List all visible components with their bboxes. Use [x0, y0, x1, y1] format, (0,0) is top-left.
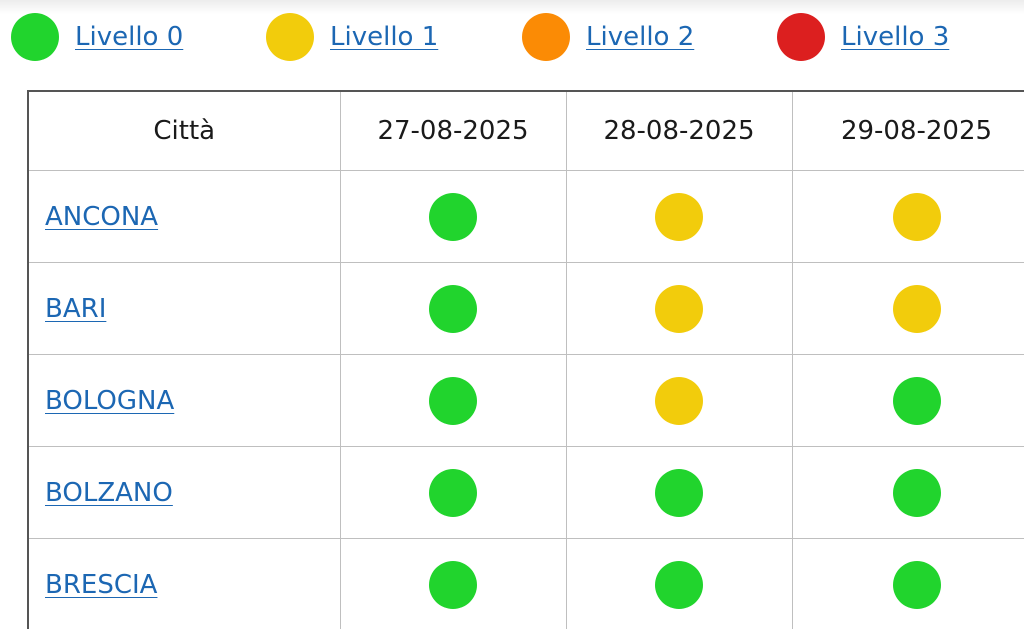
level-cell — [791, 354, 1024, 447]
level-cell — [565, 538, 793, 629]
level-dot-icon — [429, 376, 477, 425]
table-row: BOLOGNA — [27, 354, 1024, 447]
level-cell — [791, 446, 1024, 539]
table-row: BARI — [27, 262, 1024, 355]
level-cell — [565, 262, 793, 355]
level-dot-icon — [892, 192, 941, 241]
level-dot-icon — [655, 560, 703, 609]
level-cell — [791, 262, 1024, 355]
table-row: BOLZANO — [27, 446, 1024, 539]
city-link-bolzano[interactable]: BOLZANO — [45, 477, 173, 508]
legend-item-level-0[interactable]: Livello 0 — [11, 13, 183, 61]
header-city: Città — [27, 90, 341, 171]
table-row: ANCONA — [27, 170, 1024, 263]
table-row: BRESCIA — [27, 538, 1024, 629]
legend-top-shadow — [0, 0, 1024, 14]
legend-link-level-0[interactable]: Livello 0 — [75, 22, 184, 52]
level-dot-icon — [429, 560, 477, 609]
level-legend: Livello 0 Livello 1 Livello 2 Livello 3 — [0, 0, 1024, 80]
legend-item-level-1[interactable]: Livello 1 — [266, 13, 438, 61]
legend-link-level-2[interactable]: Livello 2 — [586, 22, 695, 52]
city-link-bari[interactable]: BARI — [45, 293, 107, 324]
level-cell — [339, 354, 567, 447]
city-cell: BARI — [27, 262, 341, 355]
level-dot-icon — [892, 284, 941, 333]
level-dot-icon — [655, 192, 703, 241]
header-date-3: 29-08-2025 — [791, 90, 1024, 171]
city-link-bologna[interactable]: BOLOGNA — [45, 385, 175, 416]
level-dot-icon — [429, 284, 477, 333]
level-dot-icon — [892, 560, 941, 609]
level-dot-icon — [655, 376, 703, 425]
legend-link-level-1[interactable]: Livello 1 — [330, 22, 439, 52]
level-cell — [791, 170, 1024, 263]
city-cell: BOLOGNA — [27, 354, 341, 447]
level-cell — [565, 446, 793, 539]
level-dot-icon — [429, 468, 477, 517]
city-alert-table: Città 27-08-2025 28-08-2025 29-08-2025 A… — [27, 90, 1024, 629]
level-cell — [791, 538, 1024, 629]
level-dot-icon — [892, 376, 941, 425]
legend-link-level-3[interactable]: Livello 3 — [841, 22, 950, 52]
level-dot-icon — [655, 284, 703, 333]
city-cell: BRESCIA — [27, 538, 341, 629]
level-cell — [339, 538, 567, 629]
level-dot-icon — [429, 192, 477, 241]
level-dot-icon — [892, 468, 941, 517]
city-link-brescia[interactable]: BRESCIA — [45, 569, 158, 600]
header-date-2: 28-08-2025 — [565, 90, 793, 171]
level-cell — [339, 446, 567, 539]
green-dot-icon — [11, 13, 59, 61]
level-dot-icon — [655, 468, 703, 517]
level-cell — [565, 170, 793, 263]
level-cell — [339, 170, 567, 263]
legend-item-level-3[interactable]: Livello 3 — [777, 13, 949, 61]
red-dot-icon — [777, 13, 825, 61]
yellow-dot-icon — [266, 13, 314, 61]
level-cell — [339, 262, 567, 355]
level-cell — [565, 354, 793, 447]
city-link-ancona[interactable]: ANCONA — [45, 201, 159, 232]
city-cell: ANCONA — [27, 170, 341, 263]
city-cell: BOLZANO — [27, 446, 341, 539]
header-date-1: 27-08-2025 — [339, 90, 567, 171]
table-header-row: Città 27-08-2025 28-08-2025 29-08-2025 — [27, 90, 1024, 171]
legend-item-level-2[interactable]: Livello 2 — [522, 13, 694, 61]
orange-dot-icon — [522, 13, 570, 61]
